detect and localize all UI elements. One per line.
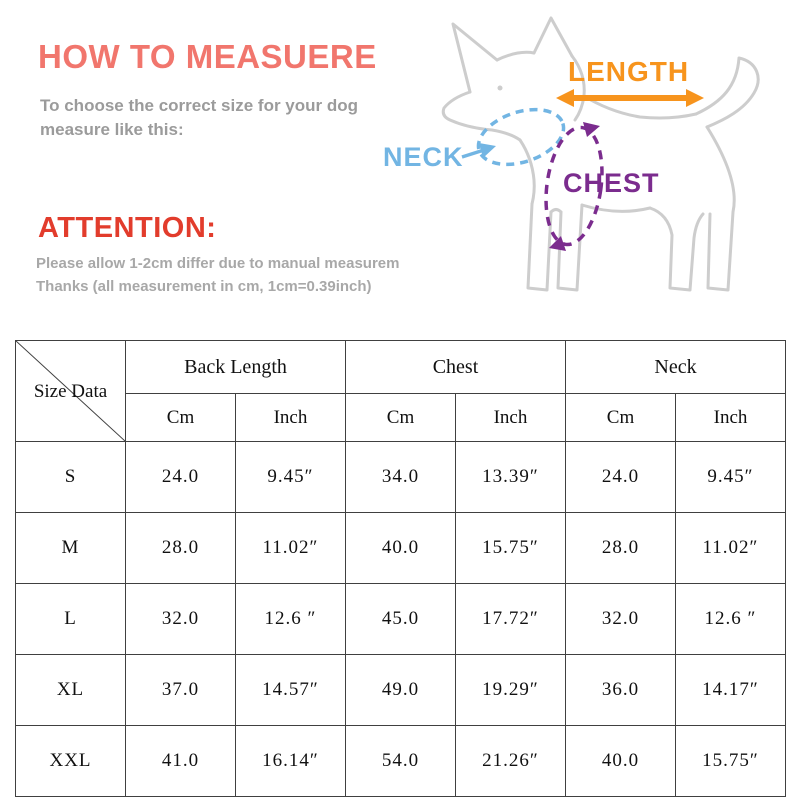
value-cell: 11.02″ [674,512,787,584]
col-group-back-length: Back Length [125,340,346,394]
sub-header-cm: Cm [565,393,676,442]
table-row-s: S 24.0 9.45″ 34.0 13.39″ 24.0 9.45″ [15,441,787,513]
size-cell: S [15,441,126,513]
value-cell: 32.0 [565,583,676,655]
col-group-chest: Chest [345,340,566,394]
value-cell: 21.26″ [455,725,566,797]
chest-label: CHEST [563,168,660,198]
value-cell: 9.45″ [674,441,787,513]
length-label: LENGTH [568,56,690,87]
neck-ellipse-icon [461,107,566,167]
dog-measure-diagram [441,16,760,292]
intro-line-1: To choose the correct size for your dog [40,96,359,115]
value-cell: 17.72″ [455,583,566,655]
table-row-xxl: XXL 41.0 16.14″ 54.0 21.26″ 40.0 15.75″ [15,725,787,797]
attention-line-2: Thanks (all measurement in cm, 1cm=0.39i… [36,277,372,295]
attention-heading: ATTENTION: [38,212,217,244]
sub-header-inch: Inch [455,393,566,442]
value-cell: 12.6 ″ [674,583,787,655]
size-cell: XXL [15,725,126,797]
value-cell: 24.0 [565,441,676,513]
value-cell: 9.45″ [235,441,346,513]
size-cell: L [15,583,126,655]
value-cell: 45.0 [345,583,456,655]
value-cell: 14.17″ [674,654,787,726]
value-cell: 36.0 [565,654,676,726]
value-cell: 54.0 [345,725,456,797]
intro-line-2: measure like this: [40,119,184,139]
col-group-neck: Neck [564,340,787,394]
value-cell: 12.6 ″ [235,583,346,655]
value-cell: 24.0 [125,441,236,513]
corner-cell: Size Data [15,340,126,442]
sub-header-inch: Inch [674,393,787,442]
intro-text: To choose the correct size for your dog … [40,94,358,142]
attention-note: Please allow 1-2cm differ due to manual … [36,253,399,298]
value-cell: 16.14″ [235,725,346,797]
value-cell: 15.75″ [674,725,787,797]
value-cell: 34.0 [345,441,456,513]
sub-header-cm: Cm [345,393,456,442]
value-cell: 11.02″ [235,512,346,584]
value-cell: 14.57″ [235,654,346,726]
value-cell: 49.0 [345,654,456,726]
corner-label: Size Data [33,380,108,402]
size-table: Size Data Back Length Chest Neck Cm Inch… [15,340,787,797]
value-cell: 28.0 [565,512,676,584]
chest-ellipse-icon [544,122,604,251]
value-cell: 40.0 [345,512,456,584]
length-arrow-icon [556,89,704,107]
table-row-m: M 28.0 11.02″ 40.0 15.75″ 28.0 11.02″ [15,512,787,584]
table-row-l: L 32.0 12.6 ″ 45.0 17.72″ 32.0 12.6 ″ [15,583,787,655]
value-cell: 15.75″ [455,512,566,584]
value-cell: 19.29″ [455,654,566,726]
value-cell: 28.0 [125,512,236,584]
sub-header-inch: Inch [235,393,346,442]
value-cell: 41.0 [125,725,236,797]
size-cell: M [15,512,126,584]
dog-outline-illustration [441,16,760,292]
value-cell: 37.0 [125,654,236,726]
neck-label: NECK [383,142,464,172]
corner-diagonal-line [16,341,125,441]
table-row-xl: XL 37.0 14.57″ 49.0 19.29″ 36.0 14.17″ [15,654,787,726]
sub-header-cm: Cm [125,393,236,442]
value-cell: 13.39″ [455,441,566,513]
attention-line-1: Please allow 1-2cm differ due to manual … [36,255,400,272]
page-title: HOW TO MEASUERE [38,38,377,75]
value-cell: 40.0 [565,725,676,797]
value-cell: 32.0 [125,583,236,655]
size-cell: XL [15,654,126,726]
